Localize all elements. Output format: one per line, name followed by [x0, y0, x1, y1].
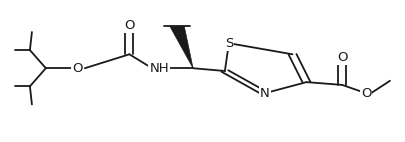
Text: O: O — [336, 51, 347, 64]
Polygon shape — [170, 26, 193, 68]
Text: NH: NH — [149, 62, 168, 75]
Text: N: N — [259, 87, 269, 100]
Text: O: O — [124, 19, 134, 32]
Text: O: O — [360, 87, 371, 100]
Text: O: O — [72, 62, 83, 75]
Text: S: S — [224, 37, 232, 50]
